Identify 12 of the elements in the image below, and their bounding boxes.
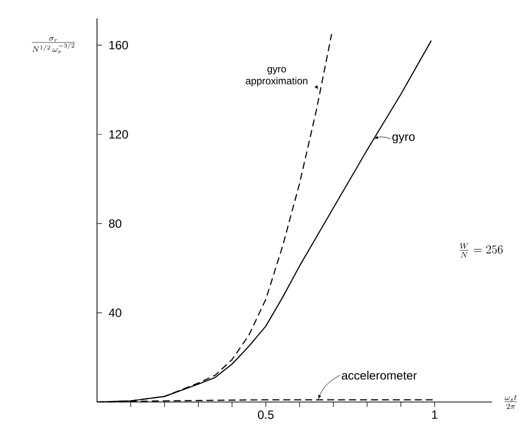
series-label: accelerometer [342,370,417,380]
legend-label: gyro [392,134,415,144]
x-tick-label: 1 [432,410,438,419]
x-axis-title: $\frac{\omega_s t}{2\pi}$ [504,395,517,409]
annotation: $\frac{W}{N}=256$ [460,243,503,258]
y-axis-title: $\frac{\sigma_r}{N^{1/2}\,\omega_s^{-3/2}}$ [32,37,76,54]
x-tick-label: 0.5 [258,410,274,419]
y-tick-label: 80 [109,219,122,228]
y-tick-label: 160 [109,40,128,50]
series-label: gyro approximation [246,66,308,86]
y-tick-label: 120 [109,130,128,139]
y-tick-label: 40 [108,308,122,318]
